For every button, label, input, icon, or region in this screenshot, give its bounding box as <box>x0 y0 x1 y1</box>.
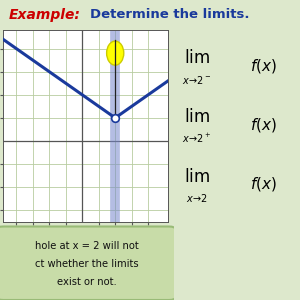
Text: $f(x)$: $f(x)$ <box>250 116 277 134</box>
Text: $f(x)$: $f(x)$ <box>250 57 277 75</box>
FancyBboxPatch shape <box>0 226 176 300</box>
Text: $x\!\to\!2^-$: $x\!\to\!2^-$ <box>182 74 212 86</box>
Text: $\lim$: $\lim$ <box>184 49 210 67</box>
Text: Determine the limits.: Determine the limits. <box>90 8 250 21</box>
Text: $\lim$: $\lim$ <box>184 108 210 126</box>
Text: $\lim$: $\lim$ <box>184 167 210 185</box>
Circle shape <box>106 41 124 65</box>
Text: $f(x)$: $f(x)$ <box>250 176 277 194</box>
Text: exist or not.: exist or not. <box>57 277 117 287</box>
Text: $x\!\to\!2^+$: $x\!\to\!2^+$ <box>182 132 212 146</box>
Text: Example:: Example: <box>9 8 81 22</box>
Text: $x\!\to\!2$: $x\!\to\!2$ <box>186 192 208 204</box>
Text: hole at x = 2 will not: hole at x = 2 will not <box>35 241 139 251</box>
Text: ct whether the limits: ct whether the limits <box>35 259 139 269</box>
